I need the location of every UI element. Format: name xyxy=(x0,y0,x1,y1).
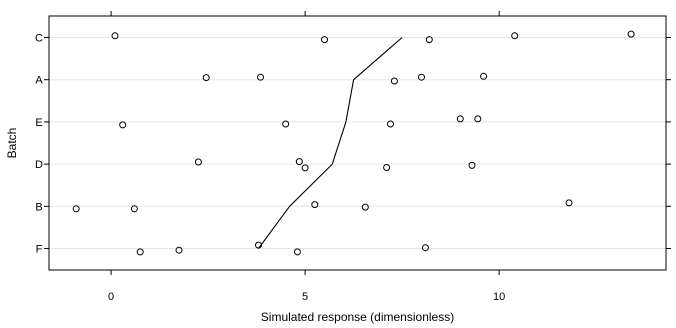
data-point-D-19 xyxy=(468,161,476,169)
mean-line xyxy=(258,37,403,249)
data-point-B-24 xyxy=(565,199,573,207)
data-point-B-22 xyxy=(311,201,319,209)
data-point-B-21 xyxy=(130,205,138,213)
data-point-D-16 xyxy=(295,158,303,166)
data-point-C-2 xyxy=(425,36,433,44)
y-tick-label: B xyxy=(35,201,42,213)
y-axis-label: Batch xyxy=(5,128,19,159)
x-axis-label: Simulated response (dimensionless) xyxy=(261,310,454,324)
data-point-C-1 xyxy=(321,36,328,44)
y-tick-label: A xyxy=(35,75,43,87)
data-point-E-14 xyxy=(474,115,482,123)
data-point-B-23 xyxy=(361,203,369,211)
data-point-D-18 xyxy=(383,164,391,171)
data-point-F-28 xyxy=(293,248,301,256)
plot-frame xyxy=(48,15,667,271)
data-point-A-6 xyxy=(257,73,264,81)
data-point-A-9 xyxy=(480,72,488,80)
y-tick-label: F xyxy=(36,244,43,256)
x-tick-label: 10 xyxy=(493,291,505,303)
data-point-E-13 xyxy=(456,115,464,123)
y-tick-label: E xyxy=(35,117,42,129)
y-tick-label: C xyxy=(35,33,43,45)
x-tick-label: 5 xyxy=(302,291,308,303)
data-point-C-4 xyxy=(627,30,635,38)
x-tick-label: 0 xyxy=(108,291,114,303)
data-point-D-17 xyxy=(301,164,309,172)
data-point-F-27 xyxy=(255,241,262,249)
data-point-C-3 xyxy=(511,32,519,40)
data-point-E-11 xyxy=(282,120,290,128)
plot-area: 0 5 10 F B D E A C xyxy=(35,11,671,303)
y-tick-label: D xyxy=(35,159,43,171)
data-point-E-12 xyxy=(387,120,394,128)
data-point-C-0 xyxy=(111,32,119,40)
data-point-A-5 xyxy=(202,74,210,82)
data-point-F-29 xyxy=(421,244,429,252)
data-point-B-20 xyxy=(72,205,80,213)
data-point-E-10 xyxy=(119,121,127,129)
data-point-D-15 xyxy=(194,158,202,166)
data-point-A-8 xyxy=(418,73,425,81)
data-point-F-26 xyxy=(175,246,183,254)
data-point-F-25 xyxy=(136,248,144,256)
data-point-A-7 xyxy=(390,77,398,85)
